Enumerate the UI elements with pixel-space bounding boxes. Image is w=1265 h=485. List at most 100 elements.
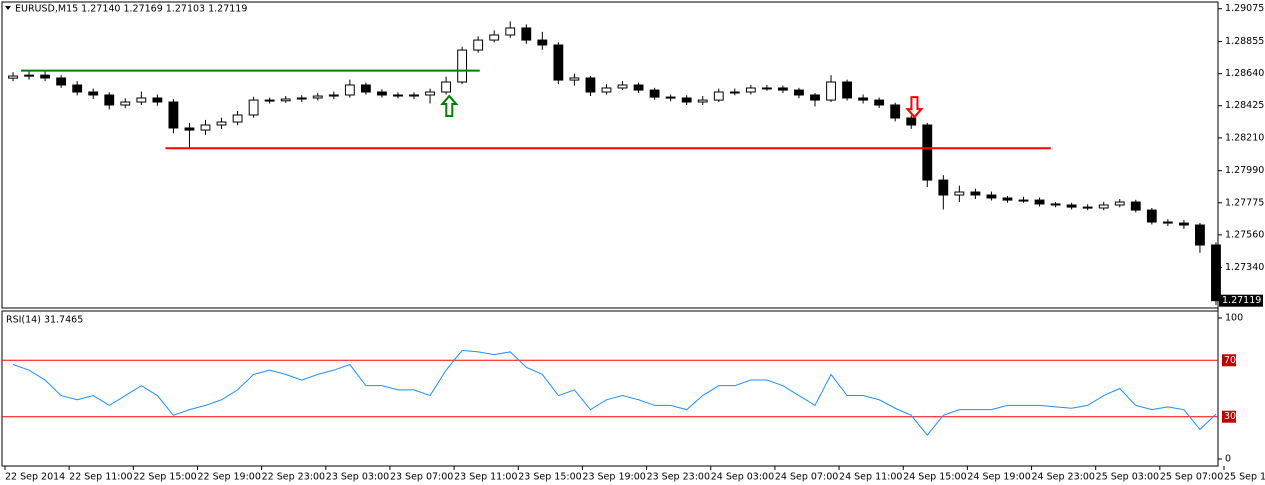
candle-body: [24, 74, 34, 77]
candle-body: [505, 27, 516, 36]
candle-body: [264, 99, 275, 102]
candle-body: [232, 114, 243, 123]
y-tick-label: 1.28640: [1225, 68, 1264, 79]
x-tick-label: 24 Sep 23:00: [1032, 472, 1095, 483]
x-tick-label: 25 Sep 11:00: [1224, 472, 1265, 483]
candle-body: [906, 117, 917, 126]
candle-body: [537, 39, 548, 46]
candle-body: [441, 81, 451, 93]
y-tick-label: 1.27560: [1225, 229, 1264, 240]
y-tick-label: 100: [1225, 313, 1243, 324]
candle-body: [553, 44, 564, 81]
candle-body: [633, 84, 644, 91]
candle-body: [377, 91, 387, 96]
candle-body: [922, 124, 933, 181]
candle-body: [328, 94, 339, 97]
level-label: 70: [1224, 355, 1236, 366]
candle-body: [970, 191, 981, 196]
x-tick-label: 22 Sep 11:00: [69, 472, 132, 483]
y-tick-label: 1.28210: [1225, 132, 1264, 143]
candle-body: [168, 101, 179, 129]
candle-body: [874, 99, 885, 106]
level-label-box: [1222, 354, 1236, 367]
candle-body: [1178, 222, 1189, 226]
candle-body: [986, 194, 997, 199]
candle-body: [425, 91, 435, 96]
candle-body: [1162, 221, 1173, 224]
candle-body: [890, 104, 901, 119]
signal-arrow: [440, 94, 459, 118]
indicator-title: RSI(14) 31.7465: [6, 315, 83, 326]
candle-body: [40, 74, 51, 79]
y-tick-label: 1.27990: [1225, 165, 1264, 176]
candle-body: [88, 91, 99, 96]
y-tick-label: 1.28855: [1225, 36, 1264, 47]
x-tick-label: 24 Sep 11:00: [839, 472, 902, 483]
candle-body: [56, 77, 67, 86]
candle-body: [681, 97, 692, 103]
candle-body: [8, 75, 18, 79]
candle-body: [665, 96, 676, 99]
candle-body: [858, 97, 869, 101]
level-label-box: [1222, 410, 1236, 423]
candle-body: [393, 94, 403, 97]
candle-body: [1146, 209, 1157, 223]
candle-body: [521, 27, 532, 41]
x-tick-label: 24 Sep 15:00: [903, 472, 966, 483]
candle-body: [248, 99, 259, 116]
candle-body: [826, 81, 836, 101]
x-tick-label: 23 Sep 11:00: [454, 472, 517, 483]
y-tick-label: 1.29075: [1225, 3, 1264, 14]
candle-body: [1130, 201, 1141, 211]
signal-arrow: [905, 96, 924, 119]
x-tick-label: 25 Sep 07:00: [1160, 472, 1223, 483]
candle-body: [473, 39, 484, 51]
candle-body: [1211, 244, 1221, 302]
candle-body: [1098, 204, 1109, 209]
candle-body: [938, 179, 949, 196]
candle-body: [617, 84, 628, 89]
x-tick-label: 24 Sep 19:00: [967, 472, 1030, 483]
candle-body: [1066, 204, 1077, 208]
main-panel: [1, 1, 1219, 309]
candle-body: [1114, 201, 1125, 206]
x-tick-label: 22 Sep 15:00: [133, 472, 196, 483]
candle-body: [457, 49, 468, 83]
candle-body: [136, 97, 147, 103]
rsi-line: [12, 349, 1217, 436]
candle-body: [360, 84, 371, 93]
candle-body: [569, 77, 580, 81]
candle-body: [842, 81, 852, 99]
y-tick-label: 1.27340: [1225, 262, 1264, 273]
y-tick-label: 0: [1225, 454, 1231, 465]
rsi-panel: [1, 310, 1219, 467]
candle-body: [1002, 197, 1013, 201]
candle-body: [409, 94, 419, 97]
candle-body: [184, 127, 195, 131]
x-tick-label: 22 Sep 2014: [5, 472, 65, 483]
candle-body: [954, 191, 965, 196]
candle-body: [216, 121, 227, 126]
candle-body: [794, 89, 804, 96]
candle-body: [745, 87, 756, 93]
candle-body: [280, 98, 291, 102]
candle-body: [697, 99, 708, 103]
chart-title: EURUSD,M15 1.27140 1.27169 1.27103 1.271…: [15, 4, 247, 15]
candle-body: [312, 95, 323, 99]
candle-body: [601, 87, 612, 93]
candle-body: [1050, 203, 1061, 206]
menu-triangle[interactable]: [5, 6, 11, 10]
candle-body: [104, 94, 115, 106]
x-tick-label: 23 Sep 23:00: [647, 472, 710, 483]
candle-body: [489, 34, 500, 41]
candle-body: [778, 87, 788, 91]
x-tick-label: 22 Sep 23:00: [262, 472, 325, 483]
candle-body: [1018, 199, 1029, 202]
x-tick-label: 23 Sep 15:00: [518, 472, 581, 483]
x-tick-label: 25 Sep 03:00: [1096, 472, 1159, 483]
x-tick-label: 22 Sep 19:00: [197, 472, 260, 483]
candle-body: [649, 89, 660, 98]
candle-body: [296, 97, 307, 100]
candle-body: [72, 84, 83, 93]
